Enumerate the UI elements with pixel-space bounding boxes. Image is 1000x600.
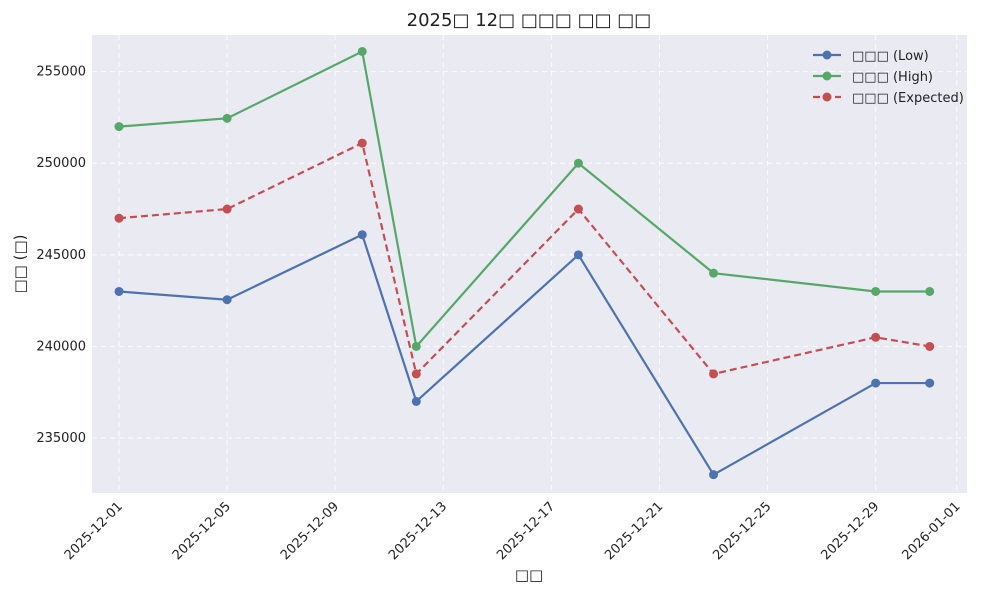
series-line: [118, 233, 930, 477]
series-point: [114, 213, 124, 223]
series-line: [118, 49, 930, 349]
y-axis-label: □□ (□): [11, 235, 29, 294]
series-point: [357, 46, 367, 56]
series-point: [114, 286, 124, 296]
legend-label: □□□ (High): [852, 70, 933, 85]
grid: [92, 35, 967, 493]
series-point: [925, 341, 935, 351]
x-tick-label: 2026-01-01: [900, 499, 964, 563]
y-tick-label: 235000: [36, 431, 86, 446]
series-point: [114, 122, 124, 132]
series-layer: [114, 46, 935, 480]
series-point: [357, 138, 367, 148]
series-point: [871, 286, 881, 296]
series-point: [573, 250, 583, 260]
series-point: [357, 230, 367, 240]
series-point: [411, 341, 421, 351]
series-point: [222, 113, 232, 123]
x-tick-label: 2025-12-21: [602, 499, 666, 563]
y-tick-label: 240000: [36, 339, 86, 354]
series-point: [709, 470, 719, 480]
series-point: [573, 204, 583, 214]
legend: □□□ (Low) □□□ (High) □□□ (Expected): [813, 49, 964, 106]
x-tick-label: 2025-12-17: [494, 499, 558, 563]
series-point: [709, 369, 719, 379]
legend-marker: [822, 50, 832, 60]
x-tick-label: 2025-12-29: [818, 499, 882, 563]
x-tick-label: 2025-12-13: [386, 499, 450, 563]
series-point: [871, 332, 881, 342]
legend-label: □□□ (Low): [852, 49, 929, 64]
legend-label: □□□ (Expected): [852, 91, 964, 106]
x-tick-label: 2025-12-05: [170, 499, 234, 563]
series-point: [925, 286, 935, 296]
y-tick-label: 250000: [36, 156, 86, 171]
x-tick-label: 2025-12-25: [710, 499, 774, 563]
series-point: [411, 369, 421, 379]
legend-marker: [822, 92, 832, 102]
plot-area: [92, 35, 967, 493]
series-point: [222, 295, 232, 305]
x-tick-label: 2025-12-01: [62, 499, 126, 563]
x-tick-label: 2025-12-09: [278, 499, 342, 563]
series-line: [118, 141, 930, 377]
series-point: [709, 268, 719, 278]
chart-title: 2025□ 12□ □□□ □□ □□: [407, 10, 652, 31]
series-point: [925, 378, 935, 388]
legend-marker: [822, 71, 832, 81]
y-tick-label: 245000: [36, 248, 86, 263]
series-point: [573, 158, 583, 168]
series-point: [222, 204, 232, 214]
series-point: [411, 396, 421, 406]
y-tick-label: 255000: [36, 65, 86, 80]
x-axis-label: □□: [515, 566, 543, 584]
series-point: [871, 378, 881, 388]
